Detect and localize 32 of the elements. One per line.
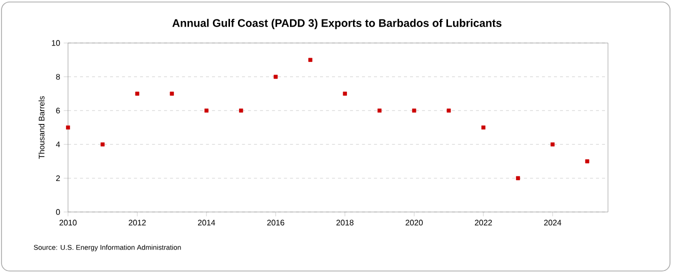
point <box>585 159 590 164</box>
point <box>342 92 347 96</box>
x-tick-label: 2024 <box>544 220 562 226</box>
x-tick-label: 2020 <box>406 220 423 226</box>
x-tick-label: 2016 <box>267 220 284 226</box>
y-tick-label: 4 <box>56 142 60 148</box>
x-tick-label: 2010 <box>60 220 77 226</box>
point <box>308 58 312 62</box>
point <box>204 108 208 113</box>
point <box>550 142 555 146</box>
point <box>481 125 486 130</box>
point <box>66 125 70 130</box>
y-axis-title: Thousand Barrels <box>38 96 44 159</box>
point <box>239 108 244 113</box>
x-tick-label: 2012 <box>128 220 146 226</box>
point <box>412 108 416 113</box>
y-tick-label: 8 <box>56 74 60 80</box>
chart-title: Annual Gulf Coast (PADD 3) Exports to Barbados of Lubricants <box>172 18 502 30</box>
point <box>135 92 140 96</box>
y-tick-label: 0 <box>56 209 60 215</box>
point <box>378 108 382 113</box>
point <box>170 92 174 96</box>
x-tick-label: 2018 <box>336 220 354 226</box>
point <box>446 108 451 113</box>
x-tick-label: 2014 <box>198 220 216 226</box>
point <box>516 176 520 180</box>
point <box>274 74 278 79</box>
y-tick-label: 2 <box>56 175 60 181</box>
point <box>100 142 105 146</box>
x-tick-label: 2022 <box>474 220 492 226</box>
y-tick-label: 6 <box>56 108 60 114</box>
y-tick-label: 10 <box>52 40 60 46</box>
